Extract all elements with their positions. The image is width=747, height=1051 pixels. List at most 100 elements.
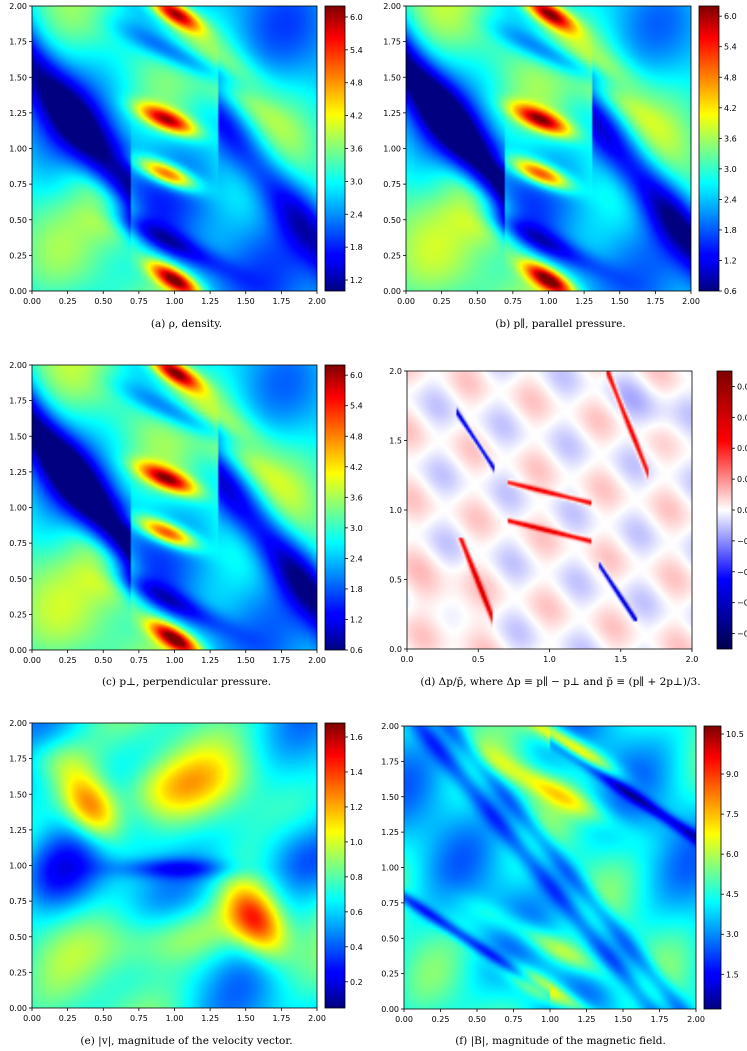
- caption-a: (a) ρ, density.: [150, 318, 223, 330]
- caption-c: (c) p⊥, perpendicular pressure.: [101, 676, 272, 688]
- cbar-tick-label-e: 1.2: [350, 803, 363, 812]
- cbar-tick-label-b: 1.2: [724, 256, 737, 265]
- xtick-label-c: 1.25: [201, 656, 219, 665]
- xtick-label-d: 0.5: [472, 655, 485, 664]
- xtick-label-d: 1.5: [614, 655, 627, 664]
- cbar-tick-label-f: 3.0: [726, 930, 739, 939]
- xtick-label-e: 2.00: [308, 1014, 326, 1023]
- cbar-tick-label-b: 2.4: [724, 195, 737, 204]
- panel-e: 0.00 0.25 0.50 0.75 1.00 1.25 1.50 1.75 2.00 0.00…: [9, 719, 363, 1023]
- cbar-tick-label-e: 1.6: [350, 733, 363, 742]
- ytick-label-b: 0.00: [383, 287, 401, 296]
- cbar-tick-label-c: 2.4: [350, 554, 363, 563]
- xtick-label-c: 1.50: [237, 656, 255, 665]
- ytick-label-e: 1.00: [9, 862, 27, 871]
- xtick-label-b: 1.75: [646, 297, 664, 306]
- cbar-tick-label-d: 0.008: [737, 475, 747, 484]
- ytick-label-e: 0.75: [9, 897, 27, 906]
- ytick-label-e: 1.50: [9, 790, 27, 799]
- ytick-label-c: 0.50: [9, 575, 27, 584]
- ytick-label-b: 2.00: [383, 2, 401, 11]
- ytick-label-c: 1.75: [9, 397, 27, 406]
- colorbar-d: [717, 371, 732, 649]
- colorbar-e: [325, 723, 345, 1008]
- cbar-tick-label-d: −0.024: [737, 599, 747, 608]
- cbar-tick-label-c: 1.8: [350, 585, 363, 594]
- ytick-label-c: 1.50: [9, 432, 27, 441]
- xtick-label-a: 2.00: [308, 297, 326, 306]
- ytick-label-e: 0.00: [9, 1004, 27, 1013]
- xtick-label-c: 1.00: [166, 656, 184, 665]
- cbar-tick-label-b: 4.2: [724, 104, 737, 113]
- ytick-label-e: 1.25: [9, 826, 27, 835]
- ytick-label-b: 0.75: [383, 180, 401, 189]
- ytick-label-b: 0.25: [383, 251, 401, 260]
- ytick-label-a: 2.00: [9, 2, 27, 11]
- caption-d: (d) Δp/p̄, where Δp ≡ p∥ − p⊥ and p̄ ≡ (…: [420, 676, 701, 688]
- xtick-label-a: 1.25: [201, 297, 219, 306]
- ytick-label-f: 1.75: [381, 757, 399, 766]
- cbar-tick-label-c: 1.2: [350, 615, 363, 624]
- cbar-tick-label-a: 6.0: [350, 13, 363, 22]
- cbar-tick-label-a: 5.4: [350, 46, 363, 55]
- ytick-label-d: 1.0: [389, 506, 402, 515]
- colorbar-c: [325, 365, 345, 650]
- cbar-tick-label-b: 4.8: [724, 73, 737, 82]
- cbar-tick-label-f: 7.5: [726, 810, 739, 819]
- xtick-label-c: 2.00: [308, 656, 326, 665]
- ytick-label-b: 1.50: [383, 73, 401, 82]
- cbar-tick-label-d: 0.032: [737, 382, 747, 391]
- cbar-tick-label-f: 9.0: [726, 770, 739, 779]
- ytick-label-a: 1.25: [9, 109, 27, 118]
- ytick-label-f: 1.50: [381, 793, 399, 802]
- panel-a: 0.00 0.25 0.50 0.75 1.00 1.25 1.50 1.75 2.00 0.00…: [9, 2, 363, 306]
- ytick-label-c: 0.00: [9, 646, 27, 655]
- colorbar-frame-c: [324, 364, 346, 651]
- cbar-tick-label-b: 5.4: [724, 43, 737, 52]
- xtick-label-f: 0.50: [468, 1015, 486, 1024]
- xtick-label-f: 1.50: [614, 1015, 632, 1024]
- ytick-label-b: 1.75: [383, 38, 401, 47]
- ytick-label-a: 0.50: [9, 216, 27, 225]
- xtick-label-e: 0.75: [130, 1014, 148, 1023]
- xtick-label-a: 1.00: [166, 297, 184, 306]
- cbar-tick-label-d: 0.016: [737, 444, 747, 453]
- panel-b: 0.00 0.25 0.50 0.75 1.00 1.25 1.50 1.75 2.00 0.00…: [383, 2, 737, 306]
- ytick-label-a: 0.75: [9, 180, 27, 189]
- ytick-label-f: 2.00: [381, 722, 399, 731]
- xtick-label-f: 1.75: [651, 1015, 669, 1024]
- xtick-label-e: 1.25: [201, 1014, 219, 1023]
- cbar-tick-label-e: 0.6: [350, 908, 363, 917]
- cbar-tick-label-b: 6.0: [724, 12, 737, 21]
- ytick-label-b: 0.50: [383, 216, 401, 225]
- ytick-label-f: 1.25: [381, 828, 399, 837]
- xtick-label-d: 2.0: [686, 655, 699, 664]
- xtick-label-b: 0.25: [433, 297, 451, 306]
- caption-e: (e) |v|, magnitude of the velocity vecto…: [80, 1035, 293, 1047]
- xtick-label-f: 2.00: [687, 1015, 705, 1024]
- colorbar-frame-f: [703, 725, 722, 1010]
- cbar-tick-label-e: 1.4: [350, 768, 363, 777]
- ytick-label-c: 2.00: [9, 361, 27, 370]
- ytick-label-f: 0.25: [381, 970, 399, 979]
- cbar-tick-label-b: 3.0: [724, 165, 737, 174]
- cbar-tick-label-e: 0.2: [350, 978, 363, 987]
- ytick-label-d: 0.0: [389, 645, 402, 654]
- cbar-tick-label-a: 1.8: [350, 243, 363, 252]
- cbar-tick-label-a: 3.0: [350, 177, 363, 186]
- colorbar-f: [704, 726, 721, 1009]
- cbar-tick-label-e: 1.0: [350, 838, 363, 847]
- panel-f: 0.00 0.25 0.50 0.75 1.00 1.25 1.50 1.75 2.00 0.00…: [381, 722, 744, 1024]
- xtick-label-b: 0.50: [468, 297, 486, 306]
- cbar-tick-label-f: 10.5: [726, 730, 744, 739]
- xtick-label-b: 0.75: [504, 297, 522, 306]
- ytick-label-a: 1.00: [9, 145, 27, 154]
- ytick-label-c: 1.00: [9, 504, 27, 513]
- ytick-label-f: 0.50: [381, 934, 399, 943]
- ytick-label-a: 1.75: [9, 38, 27, 47]
- cbar-tick-label-b: 0.6: [724, 287, 737, 296]
- cbar-tick-label-c: 4.8: [350, 432, 363, 441]
- xtick-label-c: 0.50: [94, 656, 112, 665]
- cbar-tick-label-e: 0.4: [350, 943, 363, 952]
